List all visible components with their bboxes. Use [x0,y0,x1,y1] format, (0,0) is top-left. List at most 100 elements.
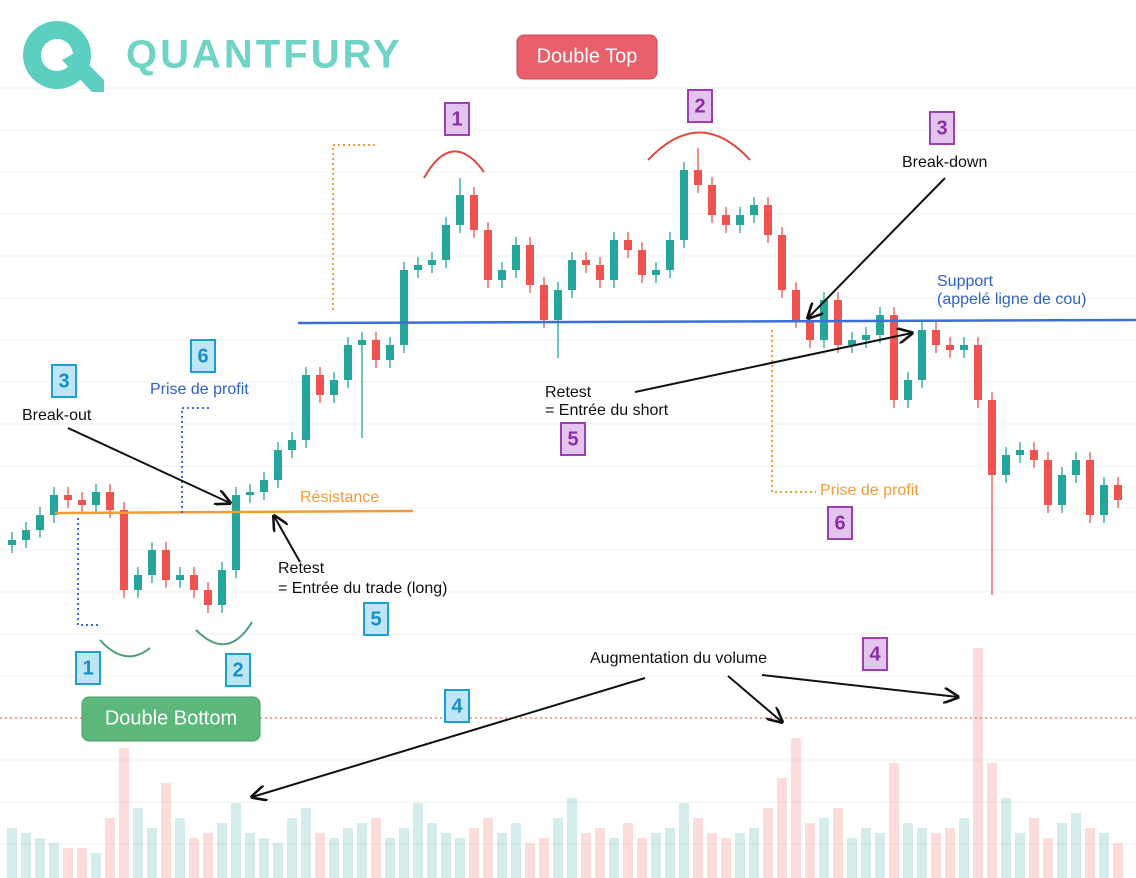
candle-body [302,375,310,440]
candle-body [652,270,660,275]
label-box [81,696,261,742]
step-badge [190,339,216,373]
step-number: 5 [567,428,578,450]
volume-bar [833,808,843,878]
volume-bar [889,763,899,878]
volume-bar [1085,828,1095,878]
volume-bar [525,843,535,878]
annotation: Retest [545,384,592,401]
volume-bar [217,823,227,878]
volume-bar [259,838,269,878]
volume-bar [917,828,927,878]
candle-body [316,375,324,395]
annotation: Break-down [902,154,987,171]
annotation: Prise de profit [820,482,919,499]
step-number: 6 [834,512,845,534]
candle-body [1072,460,1080,475]
volume-bar [567,798,577,878]
candle-body [946,345,954,350]
target-guide [77,518,100,626]
annotation: Augmentation du volume [590,650,767,667]
step-badge [560,422,586,456]
volume-bar [987,763,997,878]
volume-bar [735,833,745,878]
candle-body [778,235,786,290]
volume-bar [287,818,297,878]
candle-body [470,195,478,230]
volume-bar [791,738,801,878]
annotation-layer: Double Top Double Bottom Break-out Prise de… [22,45,1086,729]
volume-bar [231,803,241,878]
step-number: 3 [936,117,947,139]
candle-body [176,575,184,580]
volume-bar [665,828,675,878]
volume-bar [147,828,157,878]
candle-body [64,495,72,500]
candle-body [428,260,436,265]
candle-body [78,500,86,505]
annotation: Double Top [537,45,638,67]
volume-bar [721,838,731,878]
volume-bar [245,833,255,878]
top-arc [423,150,485,179]
step-number: 1 [82,657,93,679]
volume-bar [21,833,31,878]
step-number: 6 [197,345,208,367]
candle-body [806,320,814,340]
annotation: Retest [278,560,325,577]
volume-bar [623,823,633,878]
candle-body [274,450,282,480]
annotation: = Entrée du trade (long) [278,580,447,597]
annotation: Prise de profit [150,381,249,398]
volume-bar [609,838,619,878]
arrow [727,675,782,722]
candle-body [1030,450,1038,460]
candle-body [764,205,772,235]
annotation: Résistance [300,489,379,506]
volume-bar [413,803,423,878]
label-box [516,34,658,80]
volume-bar [1057,823,1067,878]
volume-bar [329,838,339,878]
candle-body [330,380,338,395]
step-badge [75,651,101,685]
annotation: Double Bottom [105,707,237,729]
candle-body [680,170,688,240]
volume-bar [861,828,871,878]
volume-bar [7,828,17,878]
volume-bar [581,833,591,878]
volume-bar [343,828,353,878]
annotation: Support [937,273,994,290]
volume-bar [301,808,311,878]
volume-bar [651,833,661,878]
candle-body [1016,450,1024,455]
candle-body [876,315,884,335]
step-badge [444,102,470,136]
volume-bar [707,833,717,878]
candle-body [414,265,422,270]
volume-bar [749,828,759,878]
volume-bar [91,853,101,878]
candle-body [288,440,296,450]
candle-body [862,335,870,340]
candle-body [484,230,492,280]
arrow [808,177,946,318]
volume-bar [945,828,955,878]
annotation: = Entrée du short [545,402,669,419]
candle-body [1058,475,1066,505]
step-number: 4 [869,643,881,665]
volume-bar [1113,843,1123,878]
volume-bar [469,828,479,878]
volume-bar [1071,813,1081,878]
candle-body [162,550,170,580]
background-grid [0,87,1136,845]
candle-body [792,290,800,320]
candle-body [568,260,576,290]
candle-body [400,270,408,345]
step-number: 4 [451,695,463,717]
candle-body [918,330,926,380]
candle-body [498,270,506,280]
step-badge [862,637,888,671]
volume-bar [847,838,857,878]
volume-bar [805,823,815,878]
